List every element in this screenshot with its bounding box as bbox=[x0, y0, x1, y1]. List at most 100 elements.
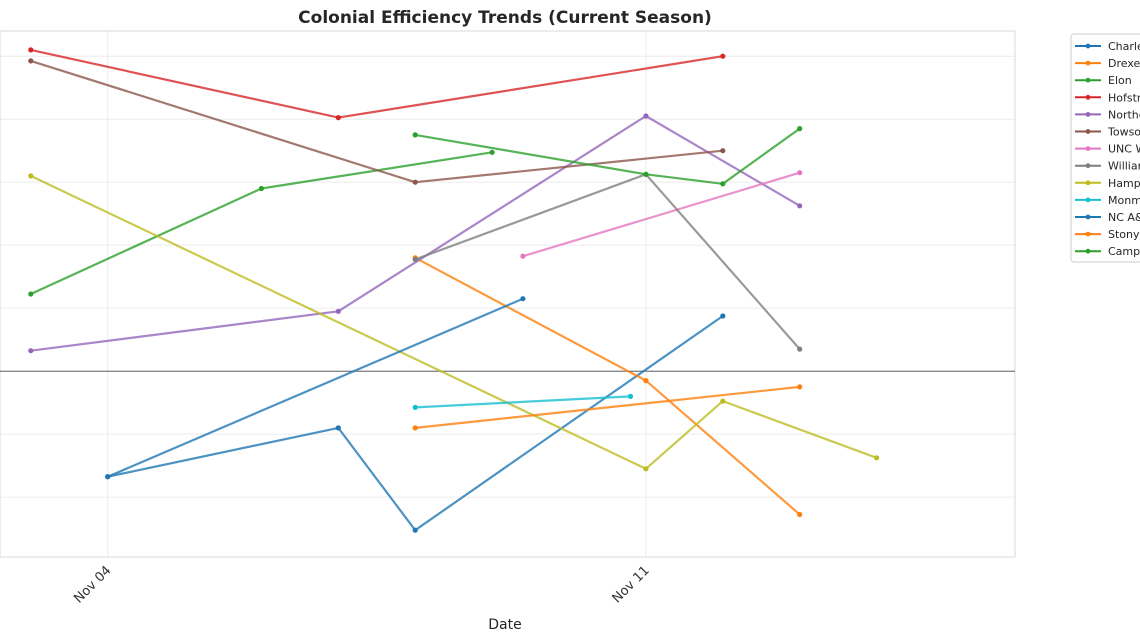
legend-swatch-marker bbox=[1085, 180, 1091, 186]
series-line-northeastern bbox=[29, 114, 801, 352]
legend-item-monmouth: Monmouth bbox=[1075, 194, 1140, 207]
legend-label: NC A&T bbox=[1108, 211, 1140, 224]
legend-swatch-marker bbox=[1085, 197, 1091, 203]
legend-swatch-marker bbox=[1085, 77, 1091, 83]
series-line-hampton bbox=[29, 174, 878, 470]
data-point-drexel bbox=[643, 378, 649, 384]
legend-item-william-mary: William & Mary bbox=[1075, 160, 1140, 173]
data-point-stony-brook bbox=[797, 384, 803, 390]
data-point-monmouth bbox=[627, 393, 634, 399]
data-point-monmouth bbox=[412, 404, 418, 410]
chart-title: Colonial Efficiency Trends (Current Seas… bbox=[298, 8, 712, 28]
legend-item-charleston: Charleston bbox=[1075, 40, 1140, 53]
data-point-hofstra bbox=[720, 53, 726, 59]
series-line-nc-a-t bbox=[106, 297, 525, 478]
data-point-campbell bbox=[797, 126, 803, 132]
data-point-hampton bbox=[643, 466, 649, 472]
legend-item-hofstra: Hofstra bbox=[1075, 91, 1140, 104]
data-point-elon bbox=[489, 149, 495, 155]
legend-frame bbox=[1070, 33, 1140, 263]
legend-swatch-marker bbox=[1085, 248, 1091, 254]
x-axis-label: Date bbox=[488, 617, 521, 633]
data-point-nc-a-t bbox=[520, 296, 526, 302]
series-elon bbox=[28, 149, 495, 297]
series-line-charleston bbox=[106, 314, 724, 532]
series-drexel bbox=[412, 255, 803, 518]
data-point-campbell bbox=[412, 132, 418, 138]
legend-item-elon: Elon bbox=[1075, 74, 1132, 87]
data-point-northeastern bbox=[335, 308, 341, 314]
legend-swatch-marker bbox=[1085, 60, 1091, 66]
series-northeastern bbox=[28, 113, 803, 354]
legend-swatch-marker bbox=[1085, 129, 1091, 134]
legend-item-hampton: Hampton bbox=[1075, 177, 1140, 190]
data-point-elon bbox=[28, 291, 34, 297]
legend-label: Elon bbox=[1108, 74, 1132, 87]
data-point-northeastern bbox=[28, 348, 34, 354]
series-line-unc-wilmington bbox=[521, 171, 801, 258]
legend-label: Hampton bbox=[1108, 177, 1140, 190]
data-point-towson bbox=[720, 148, 726, 154]
legend-item-stony-brook: Stony Brook bbox=[1075, 228, 1140, 241]
series-hampton bbox=[28, 173, 880, 472]
data-point-towson bbox=[412, 179, 418, 185]
data-point-campbell bbox=[643, 171, 649, 177]
data-point-northeastern bbox=[643, 113, 649, 119]
series-campbell bbox=[412, 126, 803, 187]
data-point-towson bbox=[28, 58, 34, 64]
series-nc-a-t bbox=[105, 296, 526, 480]
legend-swatch-marker bbox=[1085, 163, 1091, 169]
data-point-unc-wilmington bbox=[520, 253, 526, 259]
data-point-stony-brook bbox=[412, 425, 418, 431]
legend-label: Hofstra bbox=[1108, 91, 1140, 104]
legend-item-drexel: Drexel bbox=[1075, 57, 1140, 70]
series-line-monmouth bbox=[414, 395, 632, 409]
legend-label: Stony Brook bbox=[1108, 228, 1140, 241]
data-point-william-mary bbox=[412, 256, 418, 262]
series-stony-brook bbox=[412, 384, 803, 431]
legend-swatch-marker bbox=[1085, 94, 1091, 100]
legend-label: Monmouth bbox=[1108, 194, 1140, 207]
series-towson bbox=[28, 58, 726, 185]
data-point-campbell bbox=[720, 181, 726, 187]
data-point-hampton bbox=[28, 173, 34, 179]
data-point-hampton bbox=[874, 455, 880, 461]
legend-label: Towson bbox=[1107, 126, 1140, 139]
series-monmouth bbox=[412, 393, 634, 410]
legend-label: Campbell bbox=[1108, 245, 1140, 258]
legend-label: Charleston bbox=[1108, 40, 1140, 53]
data-point-charleston bbox=[412, 527, 418, 533]
legend-label: UNC Wilmington bbox=[1108, 143, 1140, 156]
series-hofstra bbox=[28, 47, 726, 121]
series-group bbox=[28, 47, 880, 533]
legend-label: Drexel bbox=[1108, 57, 1140, 70]
data-point-hofstra bbox=[335, 115, 341, 121]
legend-swatch-marker bbox=[1085, 214, 1091, 220]
data-point-charleston bbox=[720, 313, 726, 319]
series-unc-wilmington bbox=[520, 170, 803, 259]
data-point-nc-a-t bbox=[105, 474, 111, 480]
legend-item-unc-wilmington: UNC Wilmington bbox=[1075, 143, 1140, 156]
data-point-drexel bbox=[797, 511, 803, 518]
legend-label: Northeastern bbox=[1108, 108, 1140, 121]
plot-area-frame bbox=[0, 30, 1016, 558]
legend-item-nc-a-t: NC A&T bbox=[1075, 211, 1140, 224]
legend-swatch-marker bbox=[1085, 146, 1091, 152]
data-point-charleston bbox=[335, 425, 341, 431]
legend-swatch-marker bbox=[1085, 112, 1091, 117]
data-point-elon bbox=[258, 185, 264, 192]
legend-item-towson: Towson bbox=[1075, 126, 1140, 139]
legend-items: Charleston Drexel Elon Hofstra Northeastern T… bbox=[1075, 40, 1140, 258]
legend-swatch-marker bbox=[1085, 231, 1091, 237]
legend-swatch-marker bbox=[1085, 43, 1091, 49]
data-point-hampton bbox=[720, 398, 726, 404]
data-point-unc-wilmington bbox=[797, 170, 803, 176]
series-line-stony-brook bbox=[414, 385, 801, 429]
legend: Charleston Drexel Elon Hofstra Northeastern T… bbox=[1070, 33, 1140, 263]
legend-item-campbell: Campbell bbox=[1075, 245, 1140, 258]
data-point-northeastern bbox=[797, 203, 803, 209]
data-point-william-mary bbox=[797, 346, 803, 352]
legend-label: William & Mary bbox=[1108, 160, 1140, 173]
